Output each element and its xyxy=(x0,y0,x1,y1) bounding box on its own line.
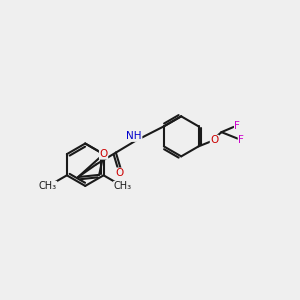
Text: O: O xyxy=(210,135,218,145)
Text: O: O xyxy=(100,149,108,159)
Text: CH₃: CH₃ xyxy=(39,182,57,191)
Text: O: O xyxy=(116,168,124,178)
Text: F: F xyxy=(234,121,240,131)
Text: F: F xyxy=(238,134,244,145)
Text: CH₃: CH₃ xyxy=(114,182,132,191)
Text: NH: NH xyxy=(126,131,142,141)
